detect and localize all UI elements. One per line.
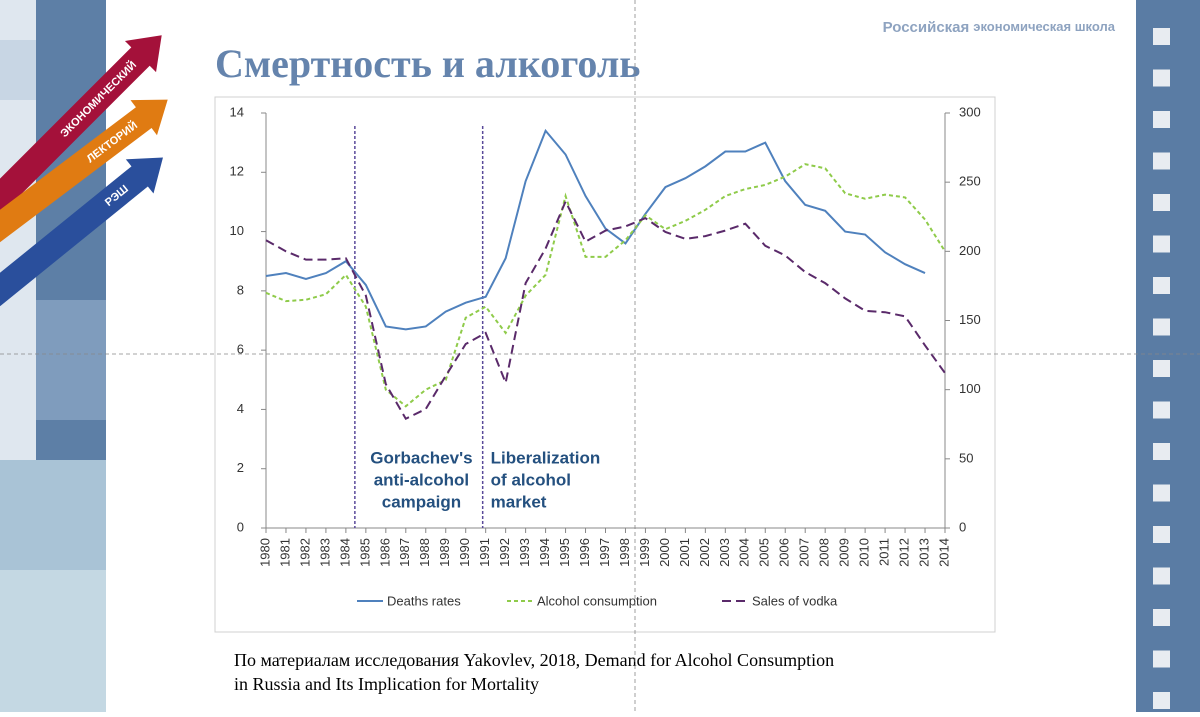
x-tick-label: 1992 xyxy=(497,538,512,567)
x-tick-label: 1988 xyxy=(417,538,432,567)
x-tick-label: 2001 xyxy=(677,538,692,567)
x-tick-label: 2009 xyxy=(837,538,852,567)
x-tick-label: 1982 xyxy=(297,538,312,567)
x-tick-label: 2006 xyxy=(777,538,792,567)
x-tick-label: 1985 xyxy=(357,538,372,567)
series-line xyxy=(265,128,926,331)
school-rest: экономическая школа xyxy=(973,19,1116,34)
x-tick-label: 2010 xyxy=(857,538,872,567)
film-hole xyxy=(1153,609,1170,626)
film-hole xyxy=(1153,194,1170,211)
x-tick-label: 2014 xyxy=(936,538,951,567)
annotation-text: Liberalization xyxy=(491,448,601,467)
y-tick-label: 10 xyxy=(230,223,244,238)
x-tick-label: 1999 xyxy=(637,538,652,567)
x-tick-label: 1986 xyxy=(377,538,392,567)
chart-frame xyxy=(214,96,996,633)
film-hole xyxy=(1153,484,1170,502)
annotation-text: anti-alcohol xyxy=(374,470,469,489)
x-tick-label: 1993 xyxy=(517,538,532,567)
film-strip xyxy=(1136,0,1200,712)
x-tick-label: 1991 xyxy=(477,538,492,567)
x-tick-label: 2011 xyxy=(877,538,892,566)
y2-tick-label: 250 xyxy=(959,174,981,189)
x-tick-label: 1987 xyxy=(397,538,412,567)
y2-tick-label: 300 xyxy=(959,104,981,119)
film-hole xyxy=(1153,360,1170,377)
y2-tick-label: 50 xyxy=(959,450,973,465)
x-tick-label: 2008 xyxy=(817,538,832,567)
film-hole xyxy=(1153,401,1170,419)
x-tick-label: 1994 xyxy=(537,538,552,567)
y2-tick-label: 0 xyxy=(959,519,966,534)
x-tick-label: 1996 xyxy=(577,538,592,567)
x-tick-label: 1998 xyxy=(617,538,632,567)
y-tick-label: 6 xyxy=(237,342,244,357)
y-tick-label: 0 xyxy=(237,519,244,534)
legend-label: Sales of vodka xyxy=(752,593,838,608)
x-tick-label: 2003 xyxy=(717,538,732,567)
left-block xyxy=(36,300,106,420)
x-tick-label: 1980 xyxy=(257,538,272,567)
film-hole xyxy=(1153,69,1170,87)
film-hole xyxy=(1153,277,1170,294)
annotation-text: Gorbachev's xyxy=(370,448,472,467)
x-tick-label: 1997 xyxy=(597,538,612,567)
x-tick-label: 2007 xyxy=(797,538,812,567)
x-tick-label: 1990 xyxy=(457,538,472,567)
y2-tick-label: 200 xyxy=(959,243,981,258)
legend-label: Alcohol consumption xyxy=(537,593,657,608)
left-block xyxy=(0,460,106,570)
film-hole xyxy=(1153,28,1170,45)
left-block xyxy=(0,570,106,712)
film-hole xyxy=(1153,567,1170,585)
film-hole xyxy=(1153,111,1170,128)
school-bold: Российская xyxy=(883,19,970,36)
film-hole xyxy=(1153,318,1170,336)
annotation-text: campaign xyxy=(382,492,461,511)
legend-label: Deaths rates xyxy=(387,593,461,608)
x-tick-label: 2012 xyxy=(896,538,911,567)
annotation-text: market xyxy=(491,492,547,511)
y-tick-label: 12 xyxy=(230,164,244,179)
series-line xyxy=(265,163,946,408)
y-tick-label: 14 xyxy=(230,104,244,119)
y2-tick-label: 100 xyxy=(959,381,981,396)
y2-tick-label: 150 xyxy=(959,312,981,327)
x-tick-label: 2000 xyxy=(657,538,672,567)
x-tick-label: 1981 xyxy=(277,538,292,567)
film-hole xyxy=(1153,526,1170,543)
x-tick-label: 1984 xyxy=(337,538,352,567)
film-holes xyxy=(1153,28,1170,709)
x-tick-label: 2005 xyxy=(757,538,772,567)
x-tick-label: 1983 xyxy=(317,538,332,567)
x-tick-label: 2004 xyxy=(737,538,752,567)
slide-title: Смертность и алкоголь xyxy=(215,41,640,86)
annotation-text: of alcohol xyxy=(491,470,571,489)
x-tick-label: 1989 xyxy=(437,538,452,567)
source-line: По материалам исследования Yakovlev, 201… xyxy=(234,650,834,670)
film-hole xyxy=(1153,650,1170,668)
left-block xyxy=(0,40,36,100)
film-hole xyxy=(1153,692,1170,709)
chart: 0 2 4 6 8 10 12 14 0 50 100 150 200 250 300 1980 1981 198… xyxy=(230,104,981,608)
school-name: Российская экономическая школа xyxy=(883,19,1116,36)
x-tick-label: 2013 xyxy=(916,538,931,567)
y-tick-label: 8 xyxy=(237,282,244,297)
series-line xyxy=(265,199,946,421)
film-hole xyxy=(1153,235,1170,253)
y-tick-label: 2 xyxy=(237,460,244,475)
x-tick-label: 2002 xyxy=(697,538,712,567)
source-line: in Russia and Its Implication for Mortal… xyxy=(234,674,539,694)
film-hole xyxy=(1153,152,1170,170)
y-tick-label: 4 xyxy=(237,401,244,416)
x-tick-label: 1995 xyxy=(557,538,572,567)
film-hole xyxy=(1153,443,1170,460)
